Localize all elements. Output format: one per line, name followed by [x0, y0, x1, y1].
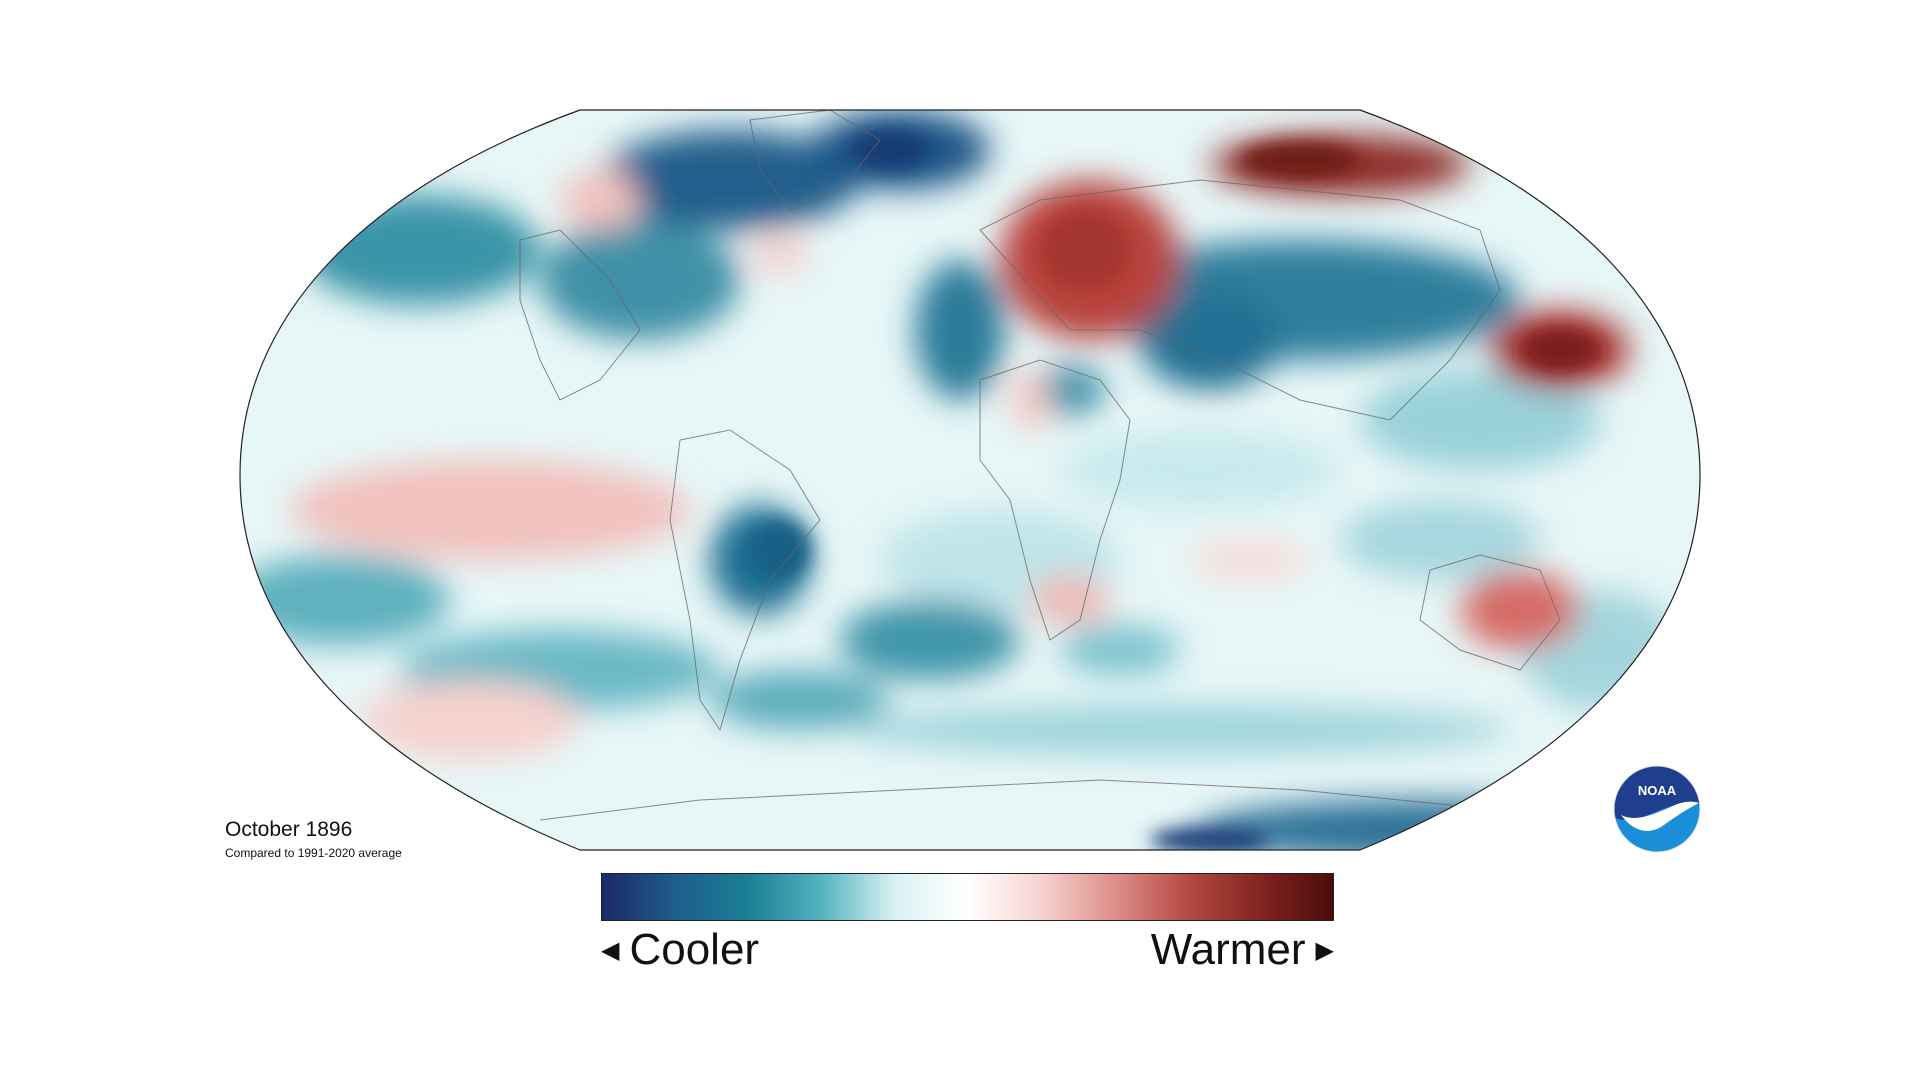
color-scale-bar: [601, 873, 1334, 921]
coastlines: [519, 110, 1561, 831]
noaa-logo: NOAA: [1613, 765, 1701, 853]
map-border: [239, 109, 1701, 851]
map-date-title: October 1896: [225, 818, 353, 841]
warmer-label-text: Warmer: [1150, 925, 1306, 974]
warmer-legend-label: Warmer ▶: [1151, 925, 1334, 975]
globe: [240, 110, 1700, 850]
map-subtitle: Compared to 1991-2020 average: [225, 846, 402, 860]
cooler-legend-label: ◀ Cooler: [601, 925, 759, 975]
left-arrow-icon: ◀: [601, 936, 620, 964]
cooler-label-text: Cooler: [629, 925, 760, 974]
anomaly-field: [240, 110, 1680, 850]
right-arrow-icon: ▶: [1315, 936, 1334, 964]
svg-text:NOAA: NOAA: [1638, 783, 1677, 798]
